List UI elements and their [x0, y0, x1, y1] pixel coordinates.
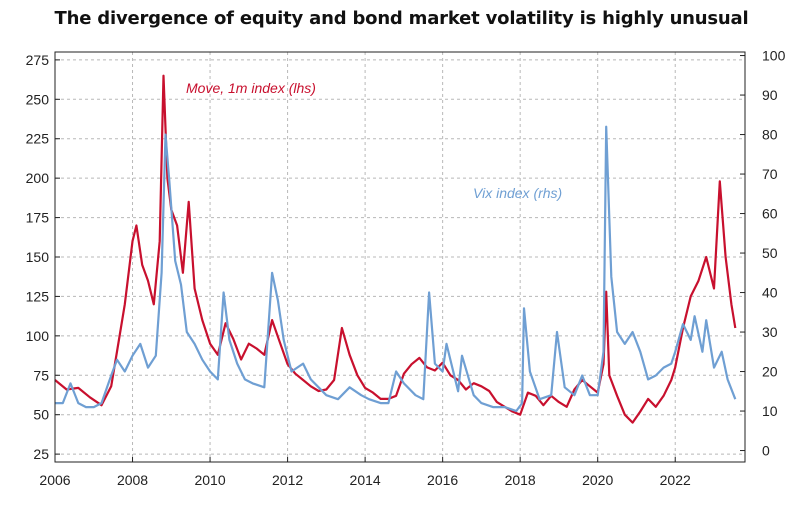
x-tick-label: 2018: [505, 472, 536, 488]
x-tick-label: 2010: [194, 472, 225, 488]
left-tick-label: 125: [26, 288, 50, 304]
left-tick-label: 100: [26, 328, 50, 344]
x-tick-label: 2012: [272, 472, 303, 488]
x-tick-label: 2006: [39, 472, 70, 488]
series-label-vix: Vix index (rhs): [473, 185, 562, 201]
right-tick-label: 20: [762, 364, 778, 380]
left-tick-label: 50: [33, 407, 49, 423]
left-tick-label: 225: [26, 131, 50, 147]
right-axis: 0 10 20 30 40 50 60 70 80 90 100: [740, 48, 786, 459]
x-tick-label: 2008: [117, 472, 148, 488]
right-tick-label: 40: [762, 285, 778, 301]
right-tick-label: 90: [762, 87, 778, 103]
left-tick-label: 150: [26, 249, 50, 265]
right-tick-label: 100: [762, 48, 786, 64]
x-tick-label: 2022: [660, 472, 691, 488]
series-line-move: [54, 74, 737, 424]
left-tick-label: 200: [26, 170, 50, 186]
left-tick-label: 275: [26, 52, 50, 68]
x-tick-label: 2014: [350, 472, 381, 488]
left-tick-label: 175: [26, 210, 50, 226]
x-tick-label: 2016: [427, 472, 458, 488]
right-tick-label: 60: [762, 206, 778, 222]
x-tick-label: 2020: [582, 472, 613, 488]
series-line-vix: [55, 125, 737, 413]
chart-title: The divergence of equity and bond market…: [54, 8, 749, 29]
right-tick-label: 80: [762, 127, 778, 143]
series-lines: [54, 74, 737, 424]
left-axis: 25 50 75 100 125 150 175 200 225 250 275: [26, 52, 60, 462]
left-tick-label: 25: [33, 446, 49, 462]
right-tick-label: 50: [762, 245, 778, 261]
right-tick-label: 30: [762, 324, 778, 340]
series-label-move: Move, 1m index (lhs): [186, 80, 316, 96]
right-tick-label: 70: [762, 166, 778, 182]
right-tick-label: 10: [762, 403, 778, 419]
right-tick-label: 0: [762, 443, 770, 459]
grid-lines: [54, 52, 745, 462]
left-tick-label: 250: [26, 91, 50, 107]
x-axis: 2006 2008 2010 2012 2014 2016 2018 2020 2022: [39, 457, 691, 488]
left-tick-label: 75: [33, 367, 49, 383]
